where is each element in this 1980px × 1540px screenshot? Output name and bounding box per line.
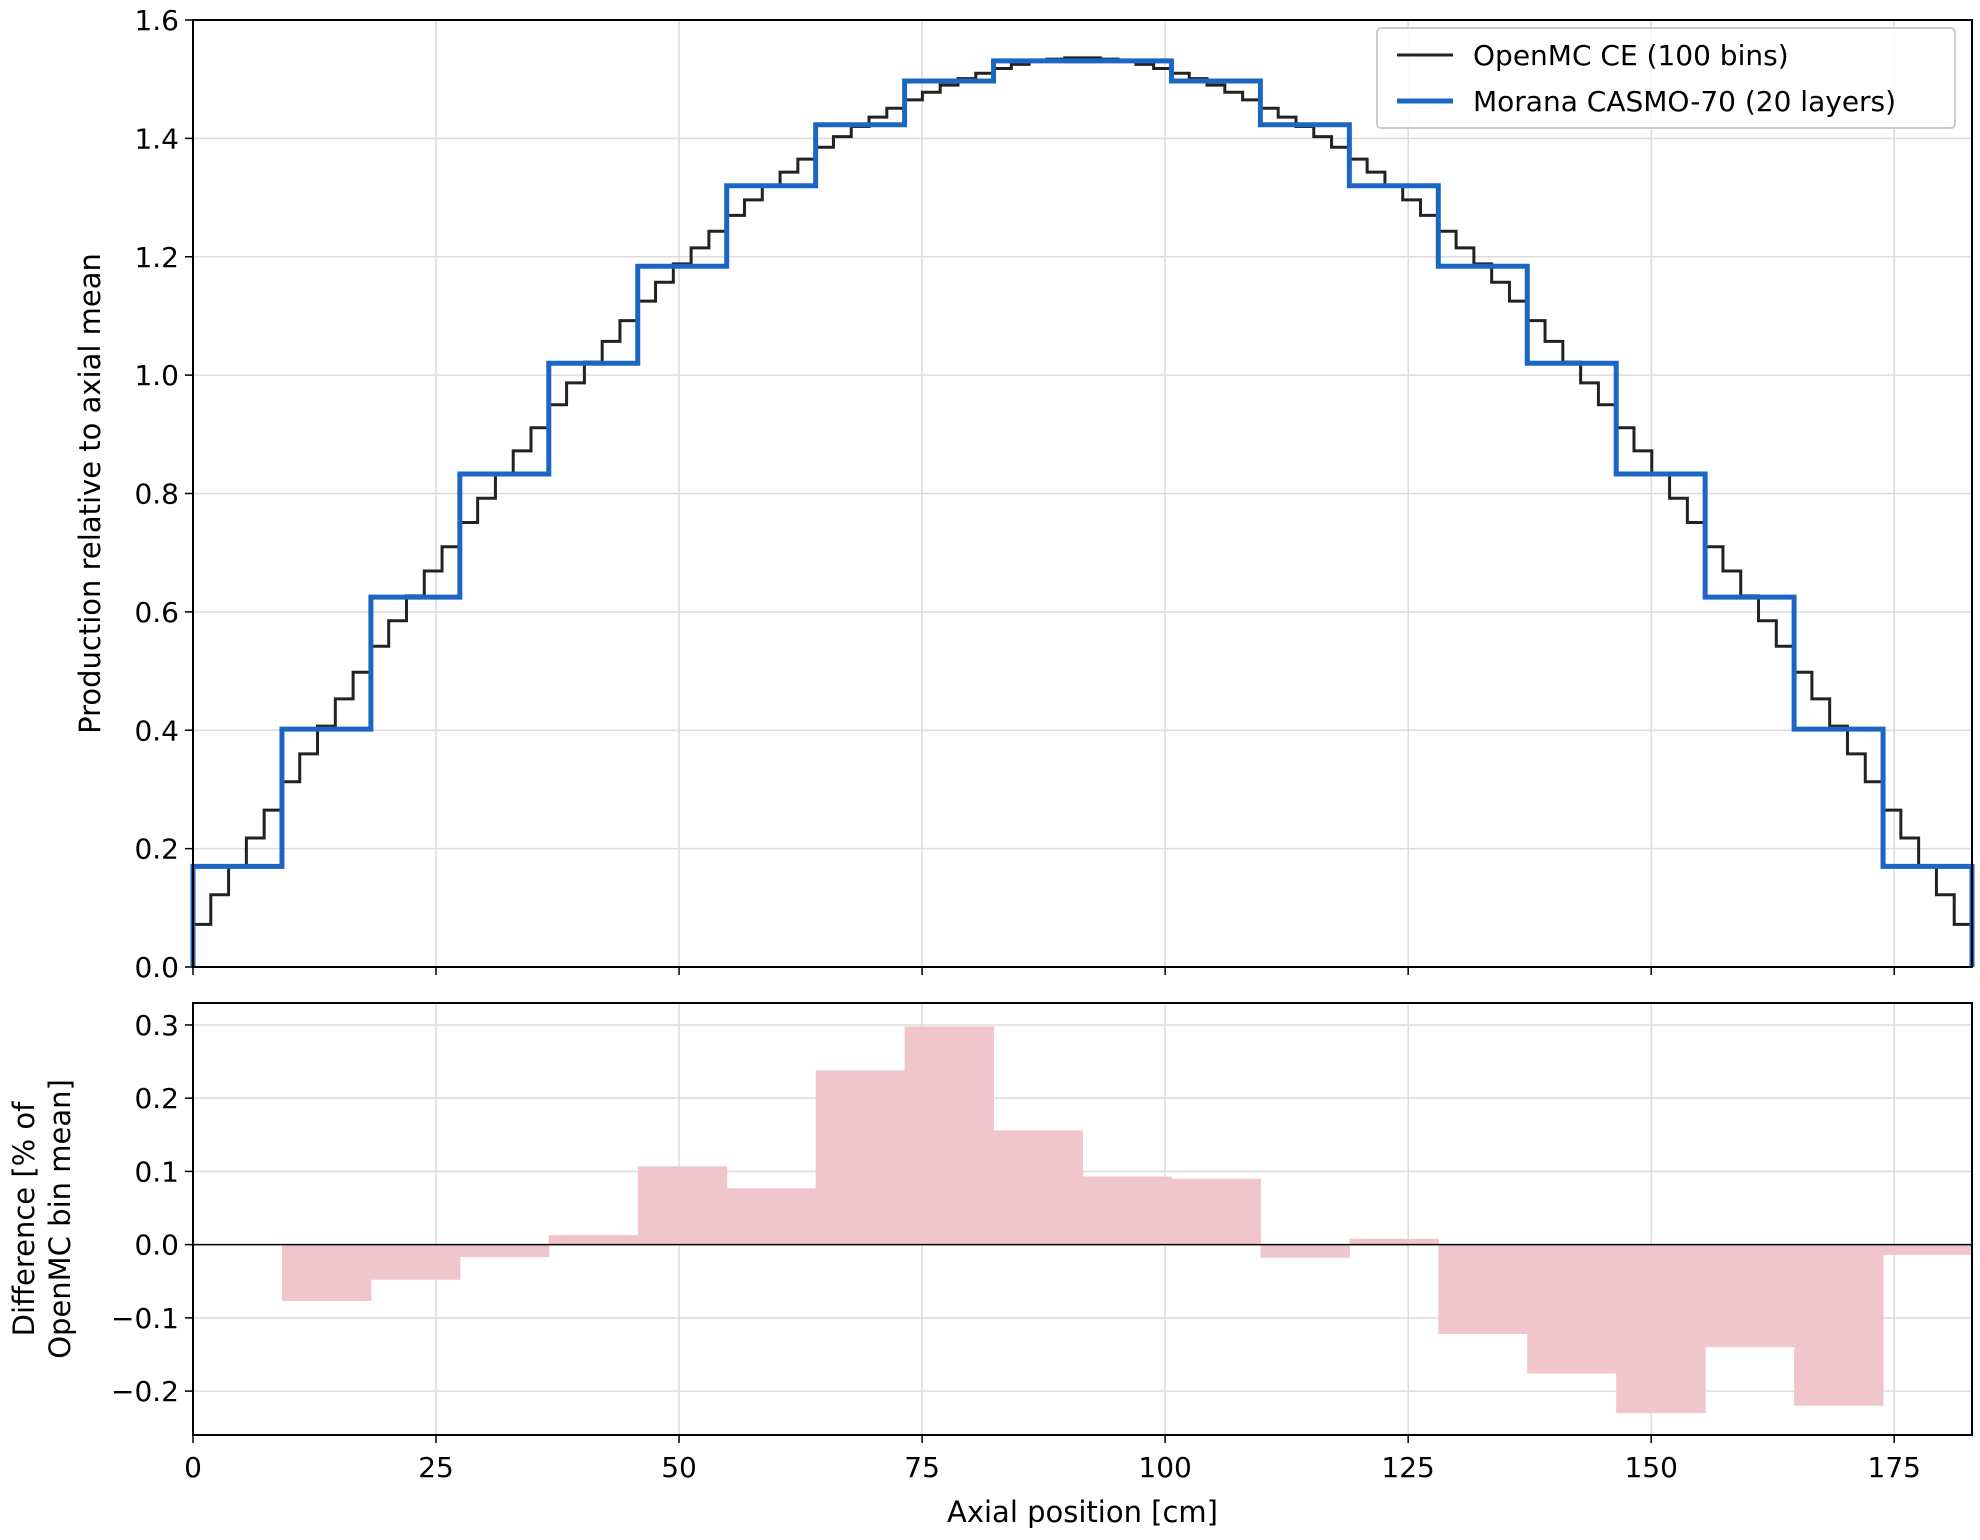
- difference-bar: [637, 1166, 728, 1245]
- difference-bar: [548, 1235, 639, 1245]
- bottom-difference-bars: [281, 1026, 1973, 1414]
- top-y-tick-label: 0.4: [134, 714, 179, 747]
- difference-bar: [1705, 1244, 1795, 1348]
- x-tick-label: 100: [1138, 1451, 1191, 1484]
- top-y-tick-label: 1.4: [134, 122, 179, 155]
- top-y-tick-label: 0.8: [134, 478, 179, 511]
- difference-bar: [815, 1070, 906, 1245]
- bottom-plot-frame: [192, 1002, 1973, 1436]
- top-series: [190, 56, 1975, 967]
- difference-bar: [370, 1244, 461, 1280]
- bottom-y-tick-label: 0.2: [134, 1082, 179, 1115]
- series-morana-step-line: [190, 58, 1975, 967]
- legend: OpenMC CE (100 bins) Morana CASMO-70 (20…: [1376, 27, 1956, 129]
- difference-bar: [1438, 1244, 1528, 1334]
- difference-bar: [1082, 1176, 1172, 1245]
- series-openmc-step-line: [191, 56, 1974, 967]
- legend-box: [1376, 27, 1956, 129]
- difference-bar: [1527, 1244, 1617, 1374]
- difference-bar: [1616, 1244, 1706, 1414]
- x-tick-label: 25: [418, 1451, 454, 1484]
- difference-bar: [281, 1244, 372, 1302]
- legend-label-morana: Morana CASMO-70 (20 layers): [1473, 85, 1896, 118]
- x-tick-label: 75: [904, 1451, 940, 1484]
- bottom-y-axis-label-line-1: Difference [% of: [7, 1101, 41, 1337]
- bottom-ticks: 0 25 50 75 100 125 150 175 −0.2 −0.1 0.0 0.1 0.2 0.3: [111, 1009, 1921, 1484]
- x-tick-label: 0: [184, 1451, 202, 1484]
- top-y-tick-label: 0.2: [134, 833, 179, 866]
- x-tick-label: 175: [1868, 1451, 1921, 1484]
- difference-bar: [993, 1130, 1083, 1245]
- bottom-panel: 0 25 50 75 100 125 150 175−0.2−0.10.00.10.20.3 …: [7, 1002, 1973, 1529]
- difference-bar: [726, 1188, 817, 1245]
- bottom-y-axis-label-line-2: OpenMC bin mean]: [43, 1079, 77, 1359]
- top-y-tick-label: 1.2: [134, 241, 179, 274]
- top-ticks: 0.0 0.2 0.4 0.6 0.8 1.0 1.2 1.4 1.6: [134, 4, 1895, 984]
- bottom-y-tick-label: 0.0: [134, 1229, 179, 1262]
- difference-bar: [1260, 1244, 1350, 1258]
- difference-bar: [459, 1244, 550, 1258]
- difference-bar: [1794, 1244, 1884, 1406]
- x-tick-label: 150: [1624, 1451, 1677, 1484]
- legend-label-openmc: OpenMC CE (100 bins): [1473, 39, 1789, 72]
- top-y-tick-label: 0.6: [134, 596, 179, 629]
- top-y-tick-label: 1.0: [134, 359, 179, 392]
- x-tick-label: 125: [1381, 1451, 1434, 1484]
- x-tick-label: 50: [661, 1451, 697, 1484]
- difference-bar: [1171, 1178, 1261, 1245]
- bottom-y-tick-label: 0.1: [134, 1155, 179, 1188]
- top-y-axis-label: Production relative to axial mean: [73, 253, 107, 734]
- difference-bar: [904, 1026, 995, 1245]
- bottom-y-tick-label: 0.3: [134, 1009, 179, 1042]
- top-y-tick-label: 1.6: [134, 4, 179, 37]
- difference-bar: [1349, 1238, 1439, 1245]
- difference-bar: [1883, 1244, 1973, 1255]
- x-axis-label: Axial position [cm]: [947, 1495, 1218, 1529]
- bottom-y-tick-label: −0.2: [111, 1375, 179, 1408]
- top-panel: 0.0 0.2 0.4 0.6 0.8 1.0 1.2 1.4 1.6 Production r…: [73, 4, 1975, 984]
- bottom-y-tick-label: −0.1: [111, 1302, 179, 1335]
- top-y-tick-label: 0.0: [134, 951, 179, 984]
